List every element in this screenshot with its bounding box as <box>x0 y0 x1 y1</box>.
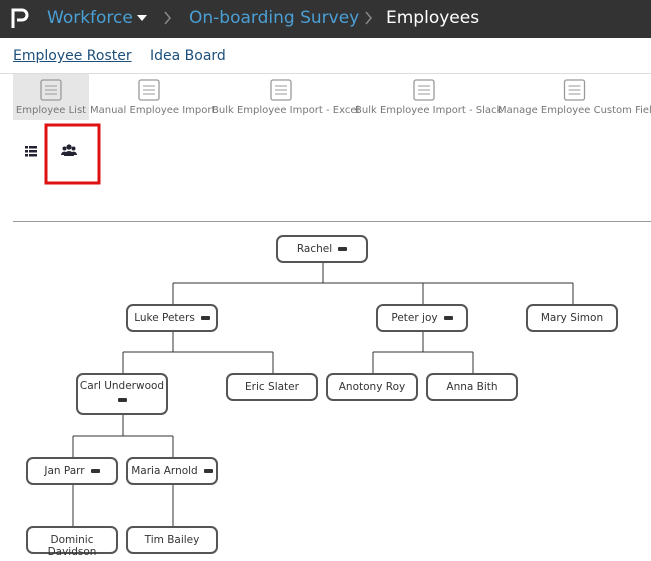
header-icons <box>11 8 372 28</box>
org-node[interactable]: Peter joy <box>376 304 468 332</box>
org-node[interactable]: Anotony Roy <box>326 373 418 401</box>
breadcrumb-link[interactable]: On-boarding Survey <box>189 8 360 28</box>
toolbar-label: Bulk Employee Import - Slack <box>355 105 503 116</box>
node-label: Mary Simon <box>540 312 604 324</box>
tab[interactable]: Employee Roster <box>13 48 132 64</box>
node-label: Maria Arnold <box>131 465 198 477</box>
tab[interactable]: Idea Board <box>150 48 226 64</box>
separator <box>164 11 171 25</box>
highlight-box <box>44 123 101 185</box>
top-bar: Workforce On-boarding Survey Employees <box>0 0 651 38</box>
collapse-toggle[interactable] <box>443 316 453 320</box>
node-label: Carl Underwood <box>79 380 165 392</box>
list-view-icon[interactable] <box>25 146 37 157</box>
node-label: Anna Bith <box>446 381 498 393</box>
collapse-toggle[interactable] <box>117 398 127 402</box>
toolbar: Employee List Manual Employee Import Bulk … <box>0 73 651 122</box>
view-toggles <box>13 123 651 222</box>
org-node[interactable]: Rachel <box>276 235 368 263</box>
toolbar-button[interactable]: Employee List <box>13 74 89 120</box>
collapse-toggle[interactable] <box>200 316 210 320</box>
connector <box>122 332 274 373</box>
org-node[interactable]: Eric Slater <box>226 373 318 401</box>
toolbar-icon <box>563 79 586 101</box>
org-node[interactable]: Mary Simon <box>526 304 618 332</box>
toolbar-icon <box>270 79 292 101</box>
toolbar-button[interactable]: Manual Employee Import <box>90 74 216 120</box>
connector <box>72 485 174 526</box>
node-label: Tim Bailey <box>144 534 200 546</box>
toolbar-icon <box>413 79 435 101</box>
org-node[interactable]: Luke Peters <box>126 304 218 332</box>
dropdown-caret[interactable] <box>137 15 147 21</box>
org-node[interactable]: Dominic Davidson <box>26 526 118 558</box>
collapse-toggle[interactable] <box>90 469 100 473</box>
node-label: Dominic Davidson <box>47 534 97 558</box>
collapse-toggle[interactable] <box>203 469 213 473</box>
node-label: Anotony Roy <box>338 381 406 393</box>
connector <box>72 415 174 457</box>
node-label: Luke Peters <box>134 312 195 324</box>
node-label: Jan Parr <box>44 465 85 477</box>
node-label: Peter joy <box>391 312 438 324</box>
node-label: Eric Slater <box>245 381 299 393</box>
toolbar-icon <box>40 79 62 101</box>
collapse-toggle[interactable] <box>338 247 348 251</box>
separator <box>365 11 372 25</box>
toolbar-label: Manual Employee Import <box>90 105 216 116</box>
toolbar-label: Manage Employee Custom Fields <box>498 105 651 116</box>
node-label: Rachel <box>296 243 333 255</box>
org-node[interactable]: Tim Bailey <box>126 526 218 554</box>
toolbar-label: Employee List <box>15 105 87 116</box>
connector <box>172 263 574 304</box>
org-node[interactable]: Maria Arnold <box>126 457 218 485</box>
toolbar-button[interactable]: Bulk Employee Import - Excel <box>212 74 360 120</box>
toolbar-label: Bulk Employee Import - Excel <box>212 105 360 116</box>
org-node[interactable]: Carl Underwood <box>76 373 168 415</box>
toolbar-button[interactable]: Manage Employee Custom Fields <box>498 74 651 120</box>
breadcrumb-current: Employees <box>386 8 480 28</box>
toolbar-icon <box>138 79 160 101</box>
toolbar-button[interactable]: Bulk Employee Import - Slack <box>355 74 503 120</box>
org-view-icon[interactable] <box>61 144 77 156</box>
logo <box>11 8 29 28</box>
breadcrumb-link[interactable]: Workforce <box>47 8 133 28</box>
connector <box>372 332 474 373</box>
org-node[interactable]: Jan Parr <box>26 457 118 485</box>
org-node[interactable]: Anna Bith <box>426 373 518 401</box>
